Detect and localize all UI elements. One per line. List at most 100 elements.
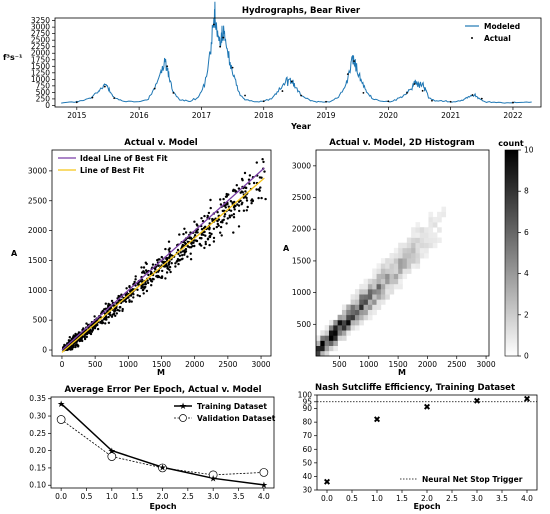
scatter-point <box>181 254 184 257</box>
heatmap-cell <box>350 314 356 321</box>
heatmap-cell <box>376 289 382 295</box>
heatmap-cell <box>432 232 438 238</box>
legend-modeled-label: Modeled <box>484 22 520 31</box>
error-legend: ★ Training Dataset Validation Dataset <box>174 402 276 423</box>
scatter-point <box>208 231 211 235</box>
heatmap-cell <box>389 273 395 280</box>
scatter-point <box>235 184 238 187</box>
scatter-point <box>141 288 145 292</box>
heatmap-cell <box>359 309 364 316</box>
scatter-point <box>193 220 196 223</box>
heatmap-cell <box>402 258 408 264</box>
scatter-point <box>164 277 167 280</box>
heatmap-cell <box>428 242 434 249</box>
error-frame <box>50 396 275 489</box>
heatmap-cell <box>367 278 373 285</box>
scatter-point <box>77 344 80 347</box>
scatter-point <box>118 306 122 309</box>
heatmap-cell <box>385 289 390 295</box>
scatter-point <box>212 227 216 230</box>
scatter-point <box>143 287 146 290</box>
colorbar-tick-label: 6 <box>524 228 529 237</box>
scatter-point <box>223 215 226 218</box>
validation-marker <box>208 470 218 480</box>
scatter-point <box>224 206 227 209</box>
actual-point <box>166 65 169 68</box>
heatmap-cell <box>389 268 395 274</box>
y-tick-label: 2000 <box>292 225 311 234</box>
scatter-point <box>258 189 261 192</box>
actual-point <box>431 99 433 102</box>
y-tick-label: 0.20 <box>29 446 46 455</box>
scatter-point <box>101 319 104 322</box>
actual-point <box>262 100 265 103</box>
nse-xlabel: Epoch <box>413 502 440 511</box>
heatmap-cell <box>428 211 434 218</box>
scatter-point <box>157 274 160 278</box>
scatter-point <box>118 299 121 302</box>
y-tick-label: 0.35 <box>29 394 46 403</box>
scatter-point <box>110 299 114 303</box>
scatter-point <box>162 260 165 263</box>
heatmap-cell <box>406 258 412 264</box>
heatmap-cell <box>402 242 408 249</box>
scatter-point <box>131 288 135 291</box>
x-tick-label: 2021 <box>441 111 460 120</box>
scatter-point <box>85 322 88 325</box>
scatter-point <box>191 245 194 248</box>
scatter-point <box>259 186 262 189</box>
y-tick-label: 30 <box>302 486 312 495</box>
histogram-ylabel: A <box>283 244 290 253</box>
scatter-point <box>72 343 75 347</box>
scatter-point <box>134 275 137 278</box>
scatter-point <box>68 336 72 339</box>
heatmap-cell <box>354 304 360 310</box>
heatmap-cell <box>428 222 434 228</box>
scatter-point <box>209 198 212 202</box>
scatter-point <box>136 294 139 297</box>
heatmap-cell <box>380 289 386 295</box>
x-tick-label: 0.0 <box>321 494 333 503</box>
scatter-point <box>127 296 130 299</box>
y-tick-label: 1750 <box>31 55 50 64</box>
heatmap-cell <box>406 263 412 269</box>
heatmap-cell <box>398 283 403 290</box>
heatmap-cell <box>359 289 364 295</box>
x-tick-label: 2.0 <box>157 492 169 501</box>
heatmap-cell <box>385 278 390 285</box>
nse-legend: Neural Net Stop Trigger <box>400 475 523 484</box>
y-tick-label: 95 <box>302 397 312 406</box>
heatmap-cell <box>376 299 382 305</box>
heatmap-cell <box>380 283 386 290</box>
heatmap-cell <box>354 319 360 326</box>
x-tick-label: 2.5 <box>182 492 194 501</box>
heatmap-cell <box>333 340 338 346</box>
actual-point <box>219 45 222 48</box>
x-tick-label: 1.0 <box>371 494 383 503</box>
legend-actual-swatch <box>471 37 473 39</box>
heatmap-cell <box>372 289 377 295</box>
heatmap-cell <box>346 309 351 316</box>
heatmap-cell <box>376 263 382 269</box>
heatmap-cell <box>398 247 403 254</box>
heatmap-cell <box>393 273 399 280</box>
heatmap-cell <box>406 247 412 254</box>
heatmap-cell <box>393 268 399 274</box>
scatter-point <box>233 189 237 192</box>
scatter-point <box>225 195 228 198</box>
scatter-point <box>143 271 146 275</box>
heatmap-cell <box>415 263 421 269</box>
scatter-point <box>93 315 96 318</box>
heatmap-cell <box>367 289 373 295</box>
heatmap-cell <box>337 319 343 326</box>
scatter-point <box>167 240 171 243</box>
training-marker: ★ <box>108 447 116 457</box>
validation-marker <box>107 452 117 461</box>
scatter-point <box>227 205 230 208</box>
scatter-point <box>193 244 196 248</box>
scatter-point <box>245 199 249 202</box>
x-tick-label: 2018 <box>254 111 273 120</box>
scatter-point <box>96 327 100 331</box>
y-tick-label: 2500 <box>28 196 47 205</box>
heatmap-cell <box>380 299 386 305</box>
